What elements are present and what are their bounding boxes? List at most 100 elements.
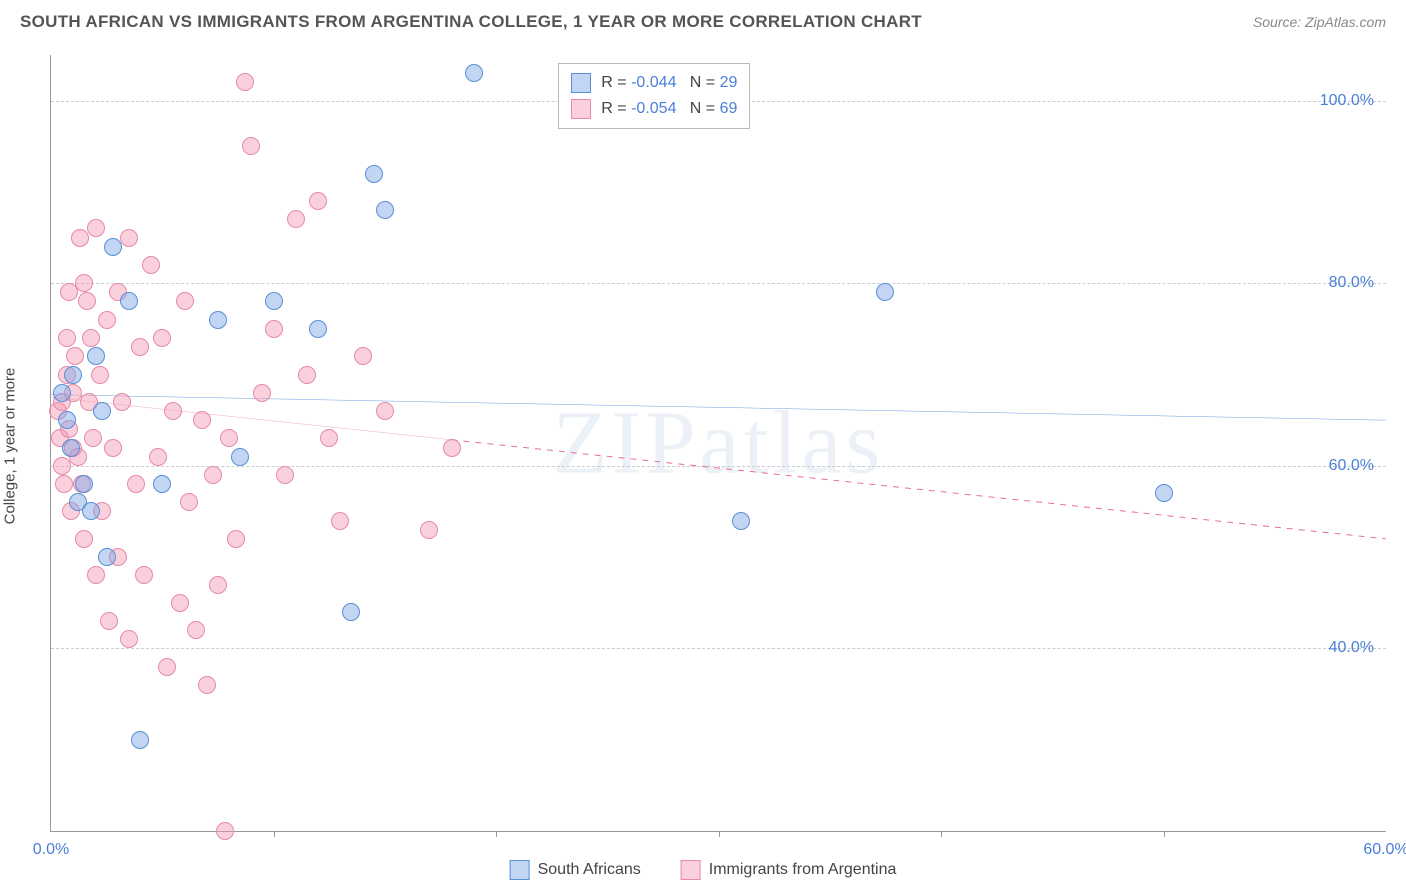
gridline-horizontal bbox=[51, 283, 1386, 284]
scatter-point bbox=[198, 676, 216, 694]
scatter-point bbox=[309, 320, 327, 338]
x-tick-mark bbox=[496, 831, 497, 837]
scatter-point bbox=[180, 493, 198, 511]
trend-line-solid bbox=[51, 395, 1386, 421]
trend-line-dashed bbox=[452, 440, 1387, 539]
legend-stats-row: R = -0.044 N = 29 bbox=[571, 70, 737, 96]
scatter-point bbox=[342, 603, 360, 621]
legend-stats-text: R = -0.054 N = 69 bbox=[601, 100, 737, 118]
scatter-point bbox=[98, 548, 116, 566]
scatter-point bbox=[142, 256, 160, 274]
trend-line-solid bbox=[51, 397, 452, 439]
scatter-point bbox=[231, 448, 249, 466]
watermark-text: ZIPatlas bbox=[553, 392, 885, 495]
scatter-point bbox=[216, 822, 234, 840]
scatter-point bbox=[236, 73, 254, 91]
legend-bottom: South Africans Immigrants from Argentina bbox=[510, 860, 897, 880]
scatter-point bbox=[443, 439, 461, 457]
scatter-point bbox=[176, 292, 194, 310]
y-tick-label: 40.0% bbox=[1329, 639, 1374, 657]
scatter-point bbox=[265, 320, 283, 338]
scatter-point bbox=[87, 347, 105, 365]
scatter-point bbox=[64, 366, 82, 384]
scatter-point bbox=[87, 219, 105, 237]
trend-lines-svg bbox=[51, 55, 1386, 831]
legend-stats-text: R = -0.044 N = 29 bbox=[601, 74, 737, 92]
legend-item: South Africans bbox=[510, 860, 641, 880]
scatter-point bbox=[58, 329, 76, 347]
scatter-point bbox=[209, 576, 227, 594]
legend-swatch bbox=[571, 73, 591, 93]
scatter-point bbox=[113, 393, 131, 411]
scatter-point bbox=[78, 292, 96, 310]
scatter-point bbox=[84, 429, 102, 447]
scatter-point bbox=[242, 137, 260, 155]
scatter-point bbox=[58, 411, 76, 429]
scatter-point bbox=[120, 630, 138, 648]
scatter-point bbox=[153, 475, 171, 493]
legend-stats-box: R = -0.044 N = 29 R = -0.054 N = 69 bbox=[558, 63, 750, 129]
legend-swatch bbox=[571, 99, 591, 119]
scatter-point bbox=[209, 311, 227, 329]
gridline-horizontal bbox=[51, 466, 1386, 467]
x-tick-mark bbox=[274, 831, 275, 837]
scatter-point bbox=[376, 402, 394, 420]
scatter-point bbox=[91, 366, 109, 384]
scatter-point bbox=[298, 366, 316, 384]
scatter-point bbox=[204, 466, 222, 484]
scatter-point bbox=[75, 475, 93, 493]
x-tick-mark bbox=[1164, 831, 1165, 837]
scatter-point bbox=[253, 384, 271, 402]
scatter-point bbox=[98, 311, 116, 329]
x-tick-label: 0.0% bbox=[33, 841, 69, 859]
y-axis-label: College, 1 year or more bbox=[2, 368, 19, 525]
scatter-point bbox=[320, 429, 338, 447]
scatter-point bbox=[120, 292, 138, 310]
scatter-point bbox=[127, 475, 145, 493]
scatter-point bbox=[100, 612, 118, 630]
legend-label: South Africans bbox=[538, 861, 641, 879]
scatter-point bbox=[75, 530, 93, 548]
scatter-point bbox=[149, 448, 167, 466]
scatter-point bbox=[120, 229, 138, 247]
scatter-point bbox=[158, 658, 176, 676]
legend-label: Immigrants from Argentina bbox=[709, 861, 897, 879]
legend-swatch bbox=[681, 860, 701, 880]
legend-swatch bbox=[510, 860, 530, 880]
scatter-point bbox=[153, 329, 171, 347]
scatter-point bbox=[75, 274, 93, 292]
legend-item: Immigrants from Argentina bbox=[681, 860, 897, 880]
scatter-point bbox=[171, 594, 189, 612]
scatter-point bbox=[287, 210, 305, 228]
y-tick-label: 100.0% bbox=[1320, 92, 1374, 110]
scatter-point bbox=[187, 621, 205, 639]
scatter-point bbox=[53, 384, 71, 402]
scatter-point bbox=[66, 347, 84, 365]
scatter-point bbox=[354, 347, 372, 365]
scatter-point bbox=[732, 512, 750, 530]
scatter-point bbox=[420, 521, 438, 539]
scatter-point bbox=[331, 512, 349, 530]
gridline-horizontal bbox=[51, 648, 1386, 649]
scatter-point bbox=[131, 731, 149, 749]
scatter-point bbox=[276, 466, 294, 484]
y-tick-label: 60.0% bbox=[1329, 457, 1374, 475]
scatter-point bbox=[309, 192, 327, 210]
scatter-point bbox=[135, 566, 153, 584]
scatter-point bbox=[93, 402, 111, 420]
x-tick-mark bbox=[719, 831, 720, 837]
scatter-point bbox=[62, 439, 80, 457]
scatter-point bbox=[104, 238, 122, 256]
scatter-point bbox=[55, 475, 73, 493]
scatter-point bbox=[1155, 484, 1173, 502]
scatter-point bbox=[164, 402, 182, 420]
chart-title: SOUTH AFRICAN VS IMMIGRANTS FROM ARGENTI… bbox=[20, 12, 922, 32]
scatter-point bbox=[220, 429, 238, 447]
scatter-point bbox=[82, 329, 100, 347]
scatter-point bbox=[131, 338, 149, 356]
scatter-point bbox=[193, 411, 211, 429]
scatter-point bbox=[365, 165, 383, 183]
scatter-point bbox=[465, 64, 483, 82]
y-tick-label: 80.0% bbox=[1329, 274, 1374, 292]
x-tick-label: 60.0% bbox=[1363, 841, 1406, 859]
